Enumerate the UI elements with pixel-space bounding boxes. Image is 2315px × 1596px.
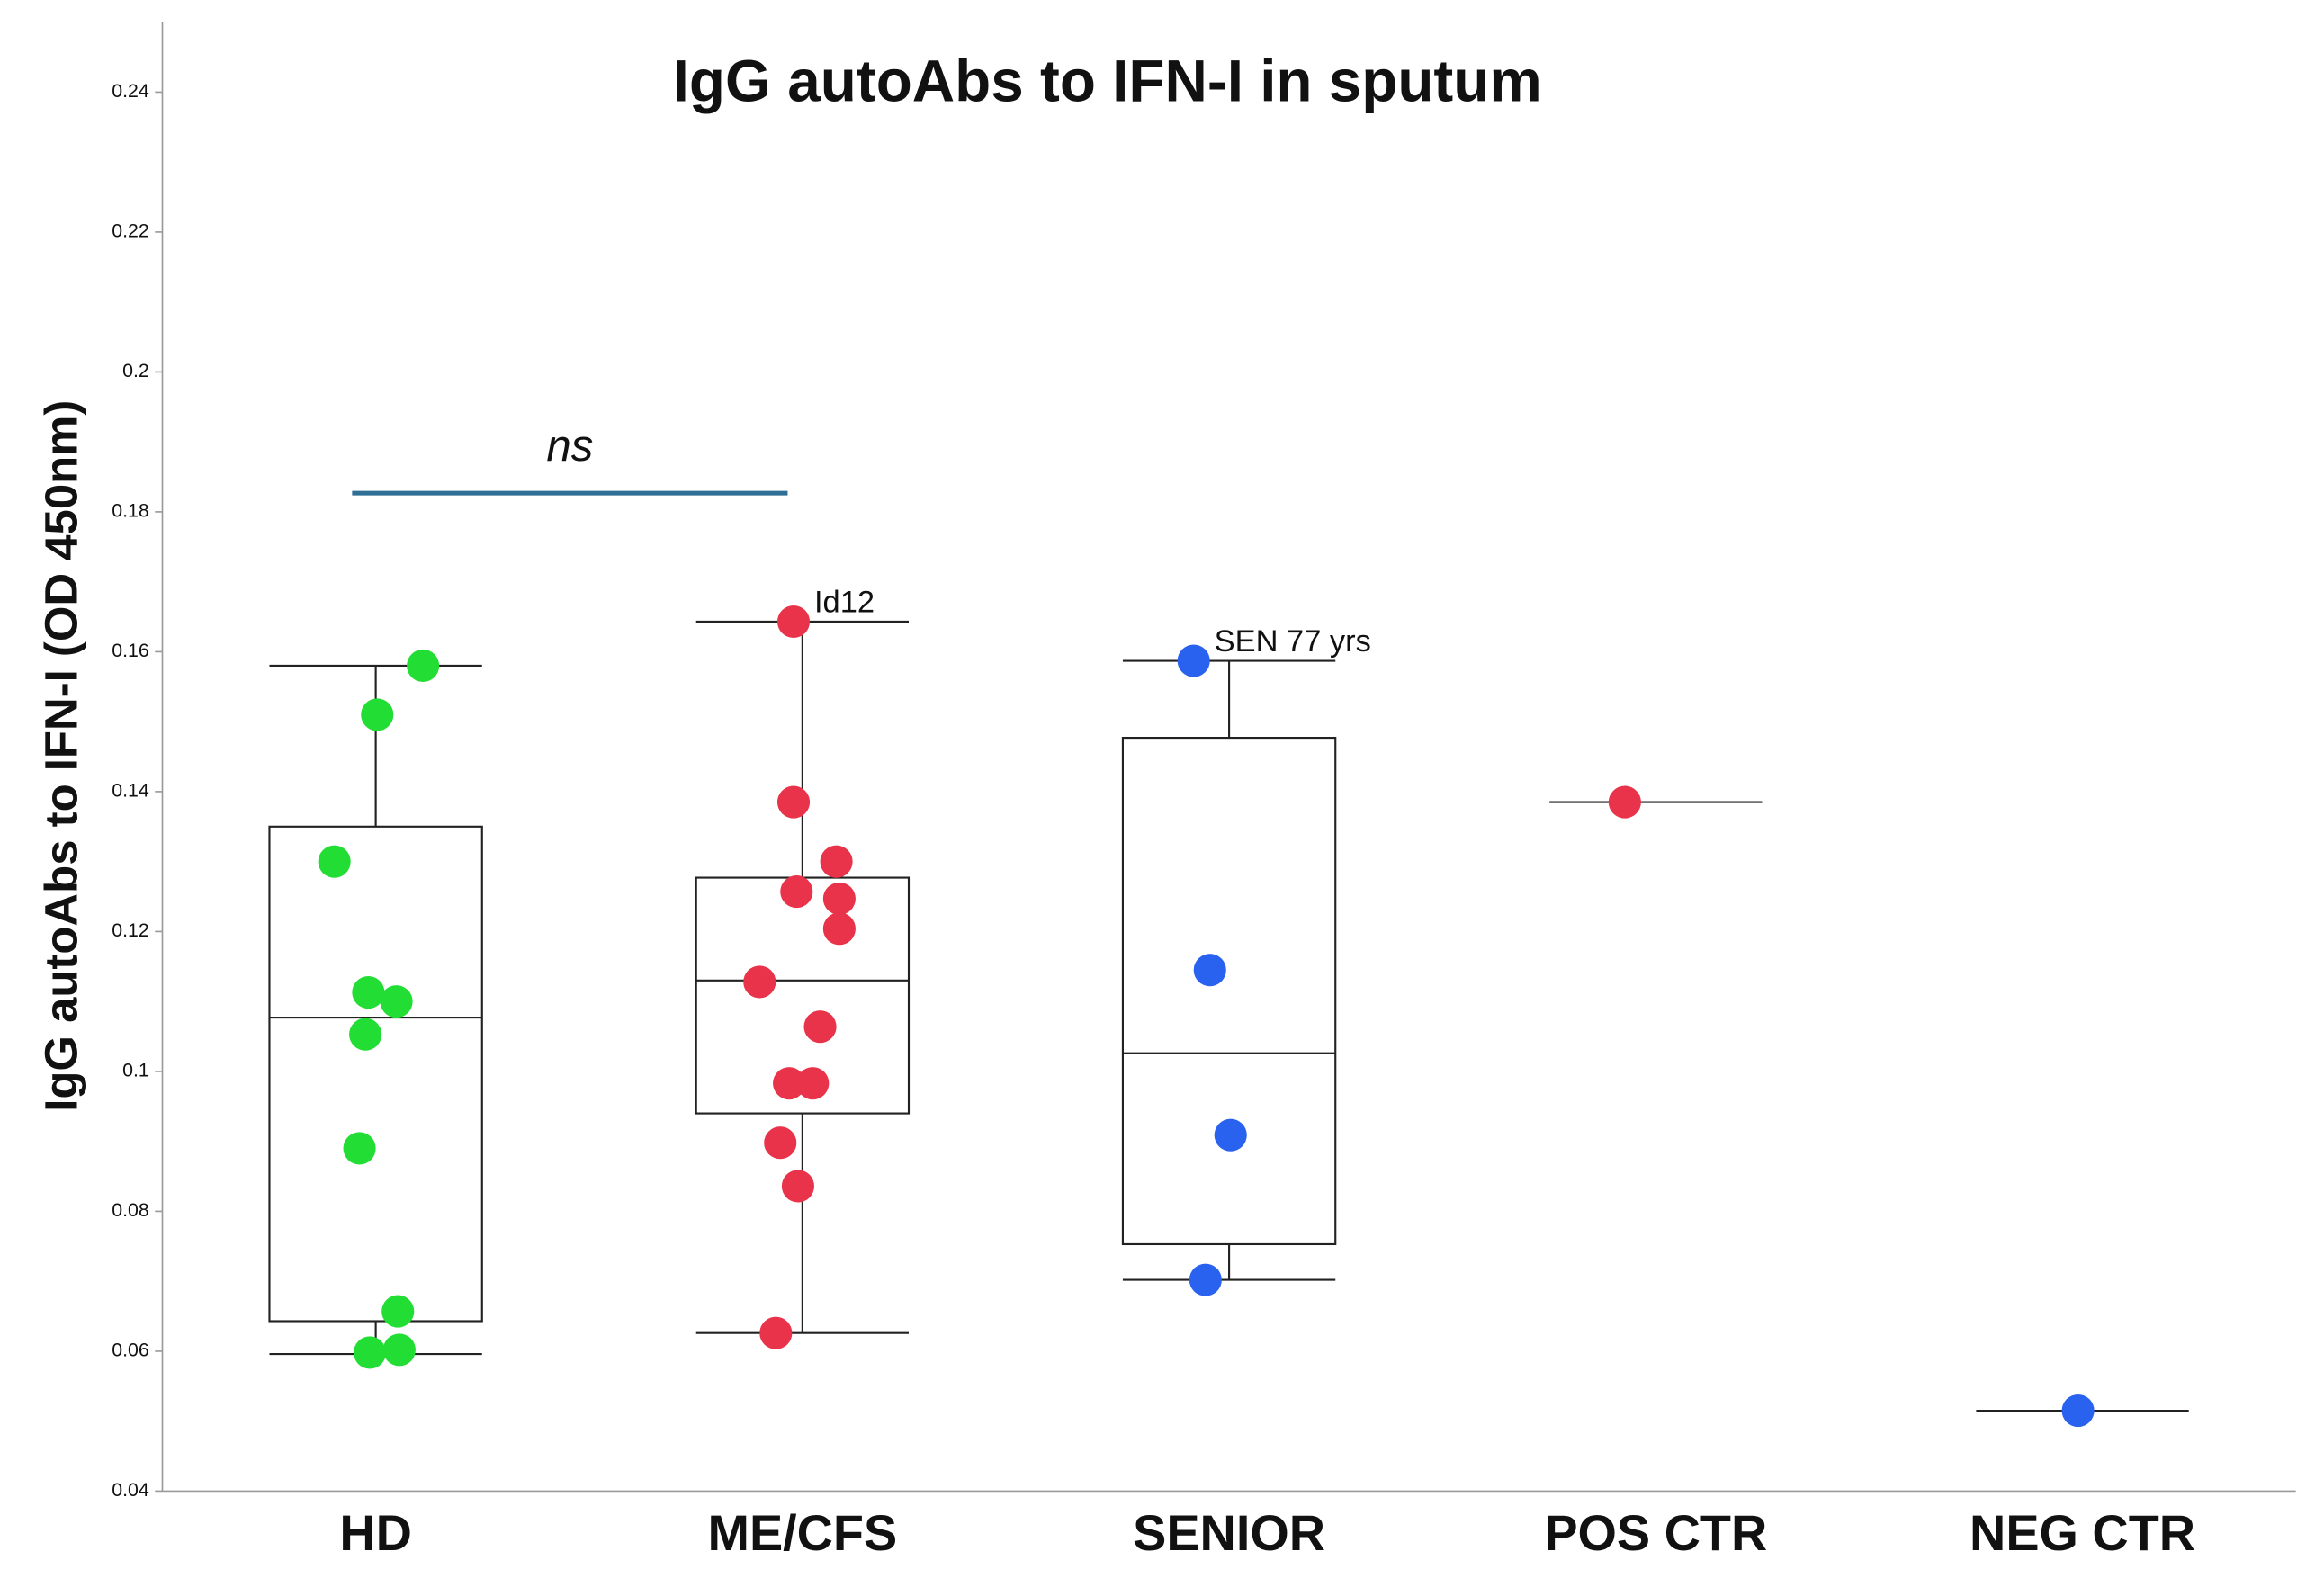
- data-point: [822, 912, 856, 946]
- data-point: [803, 1010, 837, 1044]
- data-point: [780, 875, 813, 909]
- data-point: [1189, 1263, 1222, 1296]
- data-point: [1177, 644, 1210, 677]
- data-point: [1608, 785, 1641, 819]
- y-tick-label: 0.1: [122, 1060, 149, 1081]
- y-tick-label: 0.06: [112, 1340, 149, 1361]
- chart-title: IgG autoAbs to IFN-I in sputum: [673, 49, 1542, 114]
- x-tick-label: NEG CTR: [1970, 1504, 2195, 1561]
- data-point: [1193, 954, 1226, 987]
- box: [1121, 736, 1337, 1246]
- data-point: [764, 1126, 797, 1160]
- annotation: Id12: [814, 585, 875, 619]
- data-point: [343, 1132, 376, 1165]
- y-tick-label: 0.14: [112, 780, 149, 802]
- data-point: [1214, 1118, 1247, 1152]
- data-point: [407, 649, 440, 683]
- y-tick-label: 0.18: [112, 500, 149, 522]
- data-point: [381, 1295, 415, 1328]
- data-point: [349, 1018, 382, 1051]
- data-point: [2061, 1394, 2095, 1428]
- y-tick-label: 0.12: [112, 919, 149, 941]
- annotation: SEN 77 yrs: [1215, 624, 1371, 659]
- data-point: [773, 1067, 806, 1100]
- x-tick-label: POS CTR: [1544, 1504, 1767, 1561]
- y-tick-label: 0.22: [112, 220, 149, 242]
- data-point: [759, 1316, 793, 1349]
- data-point: [822, 882, 856, 915]
- x-tick-label: SENIOR: [1133, 1504, 1325, 1561]
- x-tick-label: ME/CFS: [707, 1504, 897, 1561]
- data-point: [352, 976, 385, 1009]
- box: [268, 825, 483, 1323]
- data-point: [382, 1333, 416, 1367]
- data-point: [318, 845, 351, 878]
- x-tick-label: HD: [339, 1504, 412, 1561]
- data-point: [796, 1067, 830, 1100]
- data-point: [820, 845, 853, 878]
- data-point: [781, 1170, 814, 1203]
- significance-label: ns: [546, 421, 593, 471]
- y-tick-label: 0.24: [112, 80, 149, 102]
- y-tick-label: 0.2: [122, 360, 149, 381]
- data-point: [743, 965, 776, 999]
- data-point: [776, 605, 811, 639]
- y-tick-label: 0.08: [112, 1199, 149, 1221]
- y-tick-label: 0.16: [112, 640, 149, 661]
- data-point: [361, 698, 394, 731]
- data-point: [776, 785, 811, 819]
- data-point: [354, 1336, 387, 1369]
- y-axis-label: IgG autoAbs to IFN-I (OD 450nm): [36, 400, 87, 1112]
- data-point: [380, 985, 413, 1018]
- y-tick-label: 0.04: [112, 1479, 149, 1501]
